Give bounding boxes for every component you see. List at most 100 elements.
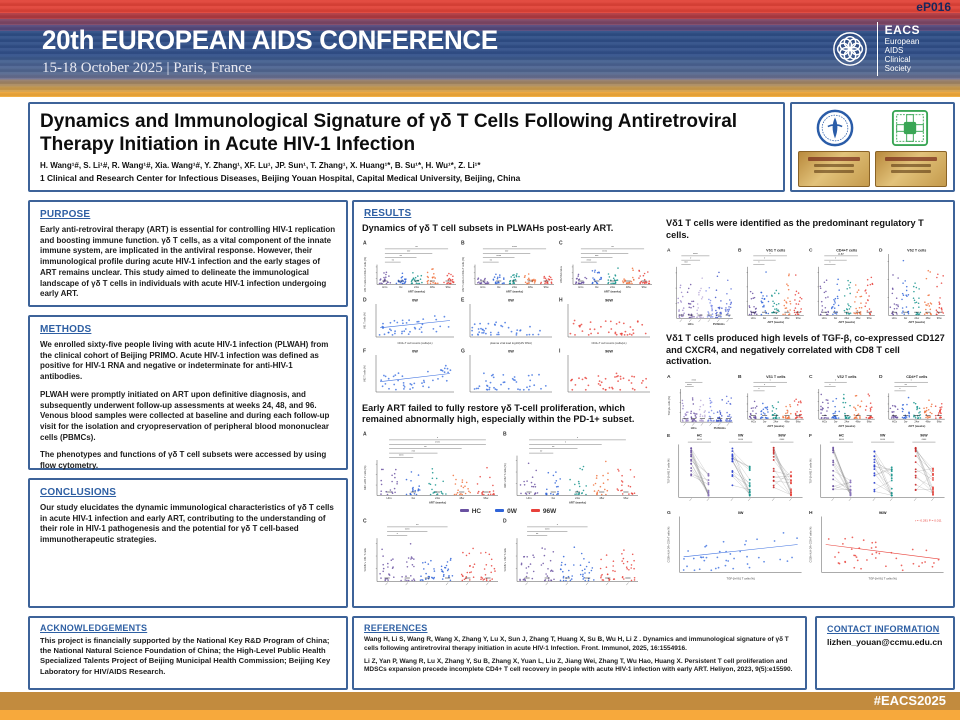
contact-heading: CONTACT INFORMATION xyxy=(827,624,940,634)
figure-regulatory: A *** * **** HCs PLWAHs B Vδ1 T cells * * * HCs 0w 24… xyxy=(664,245,947,327)
svg-text:HCs: HCs xyxy=(382,284,388,288)
svg-text:ART (weeks): ART (weeks) xyxy=(506,289,523,293)
svg-text:HCs: HCs xyxy=(821,419,827,423)
svg-text:24w: 24w xyxy=(915,419,920,423)
svg-text:48w: 48w xyxy=(926,419,931,423)
svg-text:****: **** xyxy=(405,527,411,531)
conclusions-heading: CONCLUSIONS xyxy=(40,487,117,498)
svg-text:A: A xyxy=(363,240,367,246)
svg-text:Vδ1 T cells in CD3+T cells (%): Vδ1 T cells in CD3+T cells (%) xyxy=(363,256,367,291)
svg-text:0w: 0w xyxy=(595,284,598,288)
svg-text:**: ** xyxy=(424,444,427,448)
svg-text:CD38+HLA-DR+CD8+T cells (%): CD38+HLA-DR+CD8+T cells (%) xyxy=(668,526,671,562)
svg-text:0w: 0w xyxy=(497,284,500,288)
affiliation-line: 1 Clinical and Research Center for Infec… xyxy=(40,173,521,184)
svg-text:****: **** xyxy=(602,249,608,253)
svg-text:***: *** xyxy=(412,449,416,453)
acknowledgements-body: This project is financially supported by… xyxy=(40,636,331,676)
svg-text:TGF-β+Vδ1 T cells (%): TGF-β+Vδ1 T cells (%) xyxy=(809,458,812,483)
svg-text:96W: 96W xyxy=(605,349,613,353)
svg-text:0W: 0W xyxy=(738,511,744,515)
eacs-knot-icon xyxy=(832,32,867,66)
svg-text:48w: 48w xyxy=(784,316,789,320)
svg-text:G: G xyxy=(461,348,465,354)
figure-panel-fig4-E: E HC****0W****96W****TGF-β+Vδ1 T cells (%… xyxy=(666,430,806,507)
svg-text:48w: 48w xyxy=(855,316,860,320)
svg-text:A: A xyxy=(363,431,367,437)
svg-text:*: * xyxy=(557,523,559,527)
svg-text:96w: 96w xyxy=(446,284,451,288)
figure-panel-fig3-A: A********HCs PLWAHs xyxy=(666,245,735,327)
methods-paragraph-2: PLWAH were promptly initiated on ART upo… xyxy=(40,389,330,442)
svg-text:HCs: HCs xyxy=(750,316,756,320)
figure-legend: HC 0W 96W xyxy=(360,508,656,515)
svg-text:HCs: HCs xyxy=(688,322,694,326)
svg-text:48w: 48w xyxy=(430,284,435,288)
svg-text:24w: 24w xyxy=(773,316,778,320)
svg-text:% Ki67+ Vδ2 T cells: % Ki67+ Vδ2 T cells xyxy=(503,547,507,571)
figure-panel-fig1-H: H 96W CD4+T cell counts (cells/μL) xyxy=(558,295,654,346)
svg-text:****: **** xyxy=(738,438,744,442)
svg-text:H: H xyxy=(559,297,563,303)
svg-text:*: * xyxy=(758,387,760,391)
svg-text:**: ** xyxy=(611,245,614,249)
svg-text:****: **** xyxy=(399,453,405,457)
methods-paragraph-1: We enrolled sixty-five people living wit… xyxy=(40,340,329,382)
svg-text:HCs: HCs xyxy=(526,495,532,499)
svg-text:96w: 96w xyxy=(623,495,628,499)
reference-item-2: Li Z, Yan P, Wang R, Lu X, Zhang Y, Su B… xyxy=(364,657,793,674)
svg-text:B: B xyxy=(461,240,465,246)
svg-text:ART (weeks): ART (weeks) xyxy=(838,423,855,427)
svg-text:PLWAHs: PLWAHs xyxy=(713,322,725,326)
conclusions-body: Our study elucidates the dynamic immunol… xyxy=(40,503,334,545)
svg-text:****: **** xyxy=(545,527,551,531)
results-subheading-dynamics: Dynamics of γδ T cell subsets in PLWAHs … xyxy=(362,223,614,233)
svg-text:TGF-β+Vδ1 T cells (%): TGF-β+Vδ1 T cells (%) xyxy=(668,458,671,483)
svg-text:*: * xyxy=(690,256,692,260)
results-subheading-tgfb: Vδ1 T cells produced high levels of TGF-… xyxy=(666,333,945,366)
svg-text:24w: 24w xyxy=(844,419,849,423)
gold-plaque-right xyxy=(875,151,947,187)
svg-text:ART (weeks): ART (weeks) xyxy=(838,320,855,324)
svg-text:24w: 24w xyxy=(844,316,849,320)
svg-text:*: * xyxy=(900,387,902,391)
svg-text:E: E xyxy=(667,433,671,439)
svg-text:A: A xyxy=(667,373,671,379)
legend-item: 0W xyxy=(495,508,517,515)
svg-text:96w: 96w xyxy=(866,316,871,320)
svg-text:**: ** xyxy=(415,245,418,249)
results-box: RESULTS Dynamics of γδ T cell subsets in… xyxy=(352,200,955,608)
svg-text:24w: 24w xyxy=(435,495,440,499)
svg-text:PLWAHs: PLWAHs xyxy=(714,425,726,429)
svg-text:ART (weeks): ART (weeks) xyxy=(767,320,784,324)
svg-text:0w: 0w xyxy=(763,316,766,320)
svg-text:96w: 96w xyxy=(796,419,801,423)
methods-paragraph-3: The phenotypes and functions of γδ T cel… xyxy=(40,450,327,471)
svg-text:B: B xyxy=(738,248,742,254)
svg-text:**: ** xyxy=(416,523,419,527)
svg-text:0w: 0w xyxy=(904,419,907,423)
svg-text:48w: 48w xyxy=(784,419,789,423)
figure-panel-fig1-I: I 96W xyxy=(558,346,654,397)
figure-proliferation: A **** *** ** **** * HCs 0w 24w 48w 96w ART (weeks)… xyxy=(360,429,656,589)
institution-logos-box xyxy=(790,102,955,192)
svg-text:0w: 0w xyxy=(412,495,415,499)
svg-text:**: ** xyxy=(552,444,555,448)
svg-text:24w: 24w xyxy=(414,284,419,288)
reference-item-1: Wang H, Li S, Wang R, Wang X, Zhang Y, L… xyxy=(364,636,789,652)
bottom-bronze-bar xyxy=(0,692,960,710)
svg-text:HCs: HCs xyxy=(892,419,898,423)
svg-text:**: ** xyxy=(400,253,403,257)
svg-text:D: D xyxy=(879,248,883,254)
figure-tgfb: A **** **** HCs PLWAHs TGF-β+ cells (%) B Vδ1 T… xyxy=(664,371,947,582)
svg-text:HCs: HCs xyxy=(578,284,584,288)
hospital-seal-icon xyxy=(816,109,854,147)
svg-text:96w: 96w xyxy=(544,284,549,288)
svg-text:*: * xyxy=(829,382,831,386)
svg-text:ART (weeks): ART (weeks) xyxy=(604,289,621,293)
